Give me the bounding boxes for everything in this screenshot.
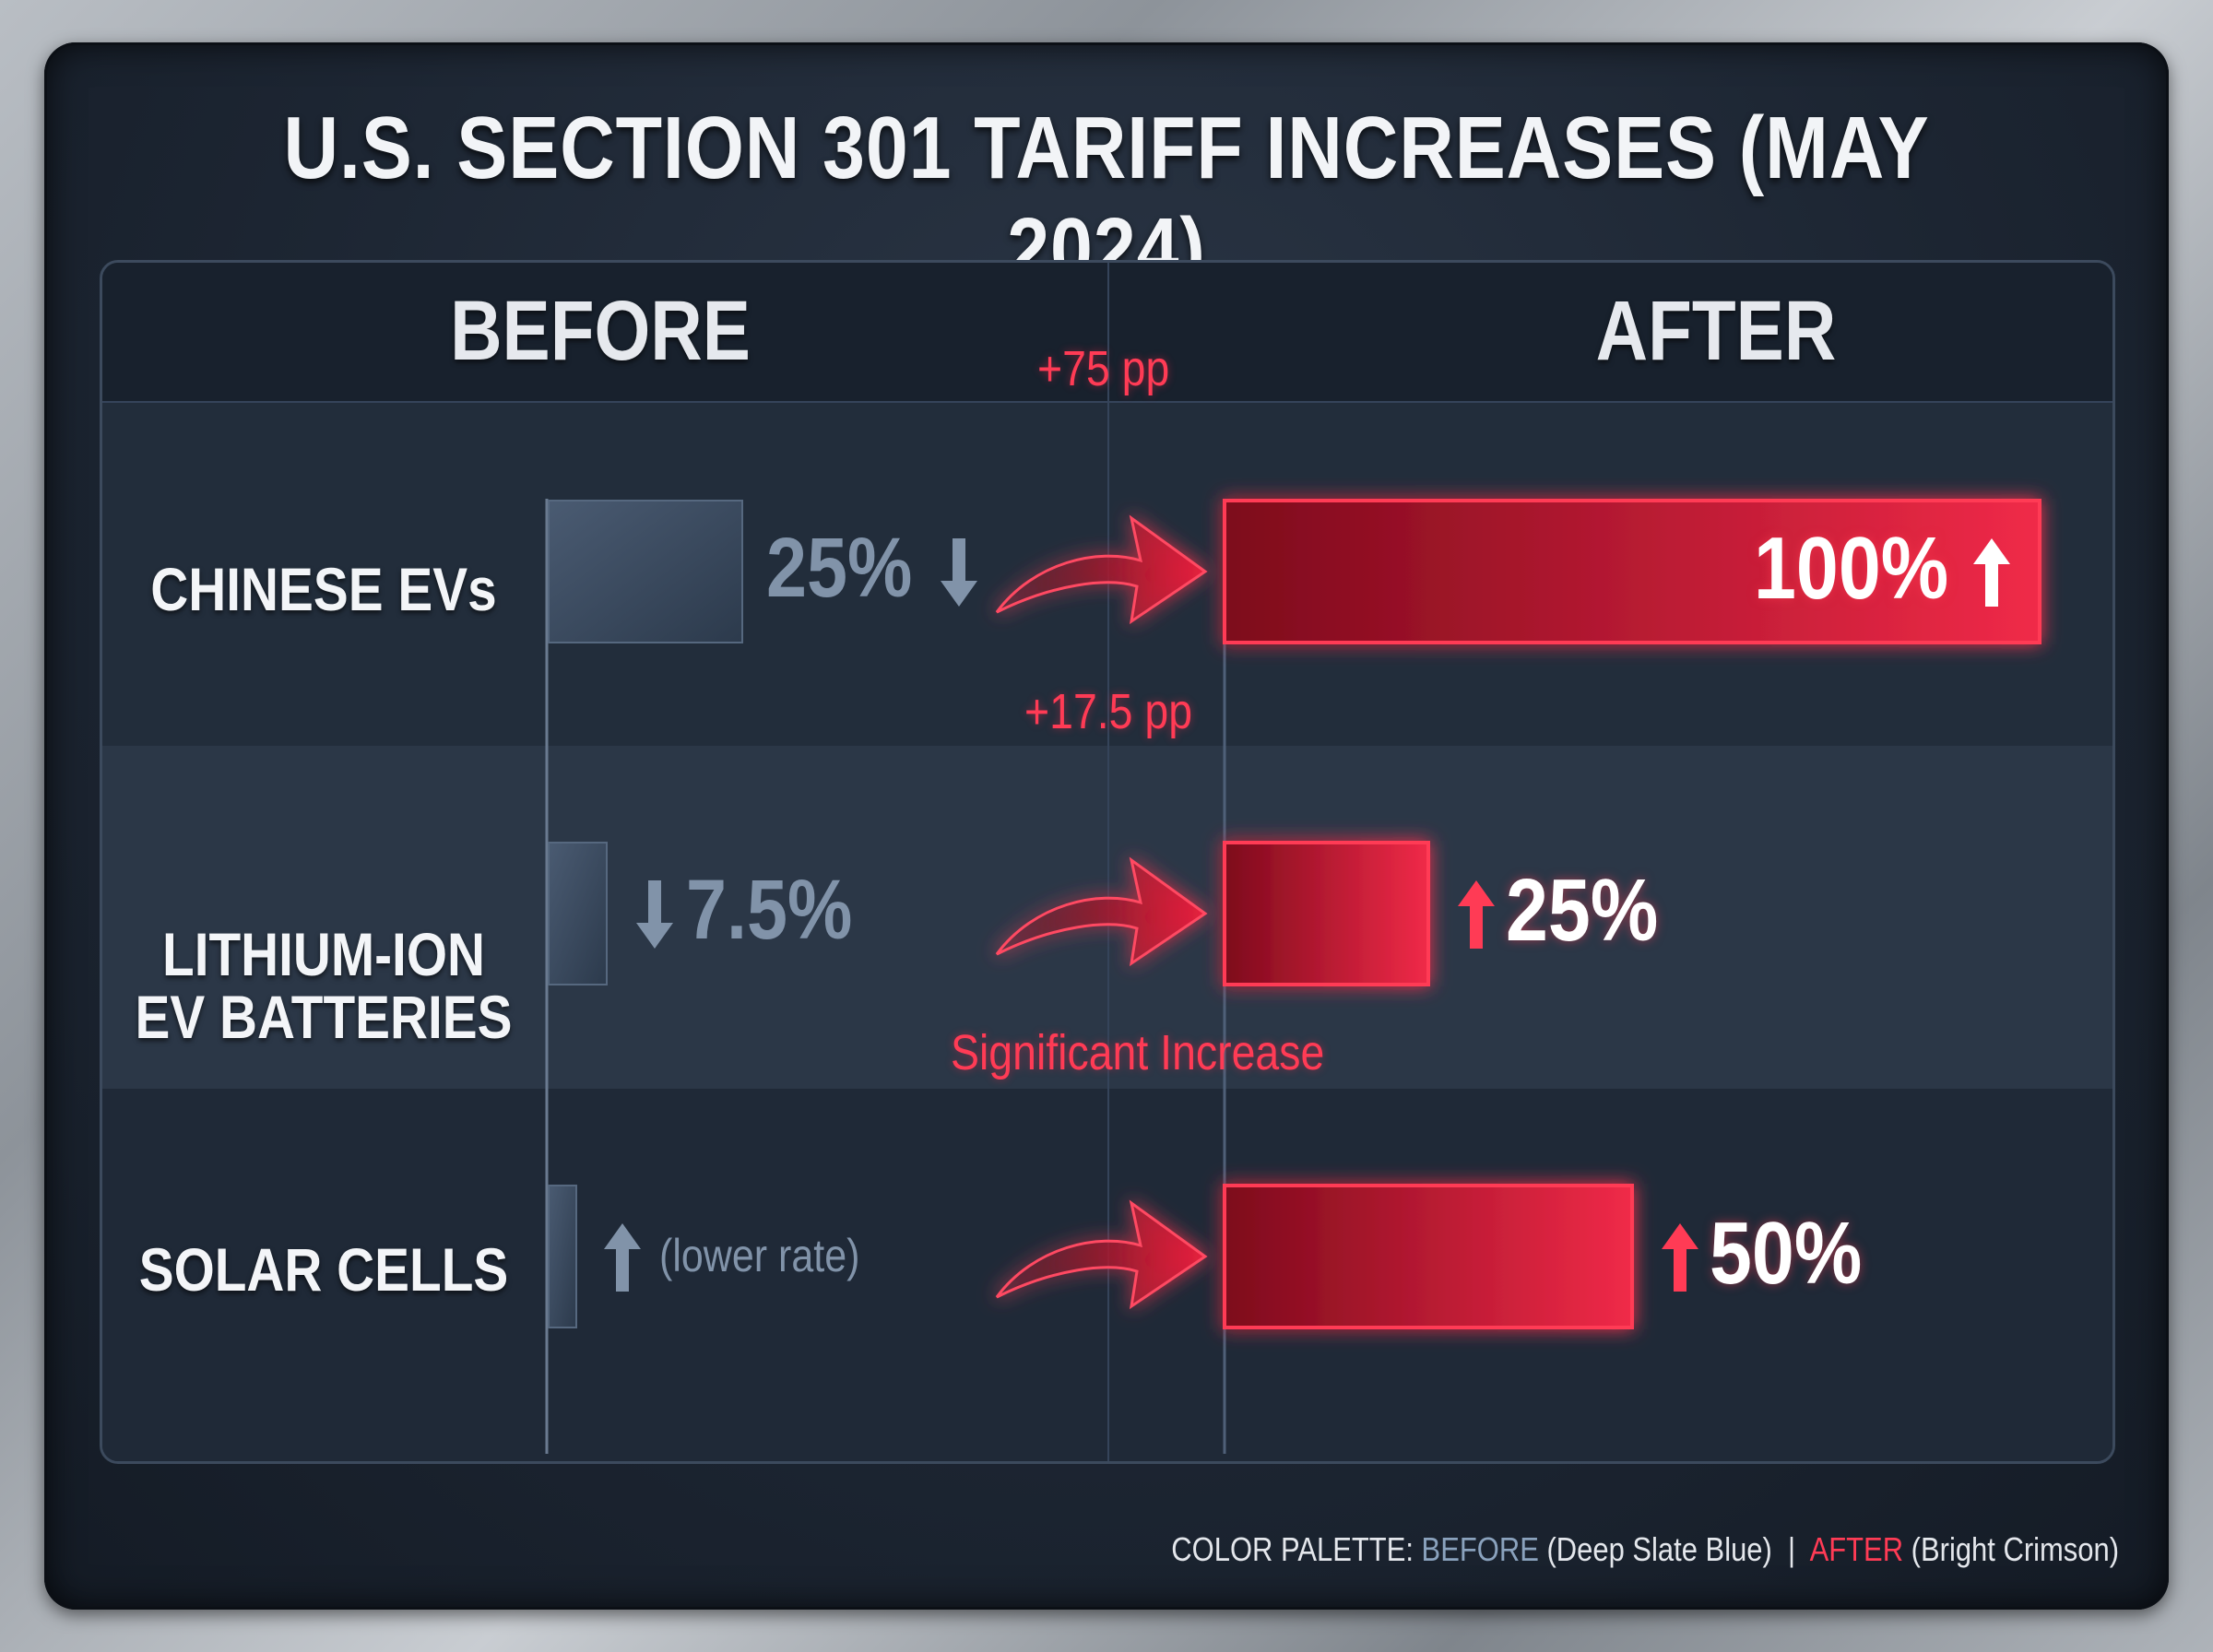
down-arrow-icon [636, 880, 673, 949]
legend-prefix: COLOR PALETTE: [1171, 1530, 1422, 1568]
chart-title: U.S. SECTION 301 TARIFF INCREASES (MAY 2… [283, 99, 1930, 299]
legend-after-desc: (Bright Crimson) [1903, 1530, 2119, 1568]
up-arrow-icon [1973, 538, 2010, 607]
row-label-line: SOLAR CELLS [138, 1235, 509, 1304]
row-label-line: EV BATTERIES [135, 983, 513, 1051]
change-annotation: +75 pp [1037, 341, 1170, 396]
change-annotation: +17.5 pp [1024, 684, 1193, 739]
before-bar [548, 500, 743, 643]
up-arrow-icon [1662, 1223, 1698, 1292]
legend-after: AFTER [1809, 1530, 1904, 1568]
legend-before-desc: (Deep Slate Blue) [1538, 1530, 1772, 1568]
after-value-label: 50% [1710, 1204, 1863, 1303]
before-value-label: (lower rate) [659, 1230, 860, 1281]
row-label-lithium-ion-batteries: LITHIUM-ION EV BATTERIES [134, 923, 515, 1048]
before-column-header: BEFORE [450, 284, 751, 378]
after-bar [1223, 499, 2041, 644]
after-value-label: 25% [1506, 861, 1659, 960]
after-value-label: 100% [1754, 519, 1949, 618]
screen-bezel: U.S. SECTION 301 TARIFF INCREASES (MAY 2… [44, 42, 2169, 1610]
before-bar [548, 1185, 577, 1328]
header-divider [1107, 263, 1109, 401]
row-label-line: LITHIUM-ION [162, 920, 485, 988]
transition-arrow [995, 1199, 1208, 1310]
after-bar [1223, 1184, 1634, 1329]
panel-center-divider [1107, 401, 1109, 1461]
column-header-bar: BEFORE AFTER [102, 263, 2112, 403]
chart-panel: BEFORE AFTER CHINESE EVs LITHIUM-ION EV … [100, 260, 2115, 1464]
row-label-solar-cells: SOLAR CELLS [134, 1238, 515, 1301]
change-annotation: Significant Increase [951, 1025, 1325, 1080]
before-value-label: 25% [766, 521, 913, 615]
up-arrow-icon [1458, 880, 1495, 949]
color-palette-legend: COLOR PALETTE: BEFORE (Deep Slate Blue) … [1171, 1530, 2119, 1569]
chart-marks [545, 499, 2041, 1454]
row-label-line: CHINESE EVs [150, 555, 497, 623]
before-value-label: 7.5% [686, 863, 853, 957]
transition-arrow [995, 514, 1208, 625]
before-bar [548, 842, 608, 985]
after-column-header: AFTER [1595, 284, 1837, 378]
legend-before: BEFORE [1421, 1530, 1539, 1568]
down-arrow-icon [941, 538, 977, 607]
up-arrow-icon [604, 1223, 641, 1292]
legend-separator: | [1771, 1530, 1810, 1568]
row-label-chinese-evs: CHINESE EVs [134, 558, 515, 620]
after-bar [1223, 841, 1430, 986]
transition-arrow [995, 856, 1208, 967]
